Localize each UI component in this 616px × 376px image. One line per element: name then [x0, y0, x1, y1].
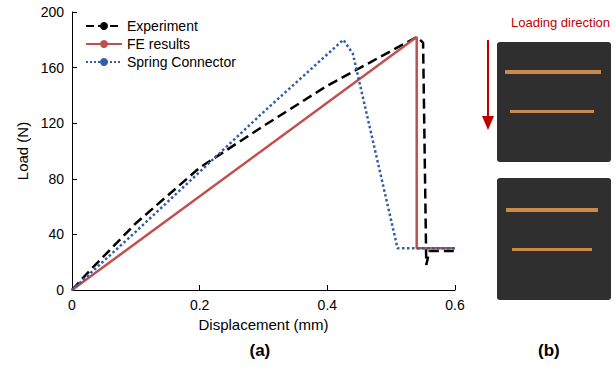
svg-text:(b): (b): [538, 341, 560, 360]
svg-text:Load (N): Load (N): [14, 122, 31, 180]
svg-text:0: 0: [56, 282, 64, 298]
svg-text:0.6: 0.6: [445, 297, 465, 313]
svg-text:0.4: 0.4: [318, 297, 338, 313]
svg-text:0.2: 0.2: [190, 297, 210, 313]
svg-text:80: 80: [48, 171, 64, 187]
svg-text:Loading direction: Loading direction: [511, 15, 610, 30]
svg-text:160: 160: [41, 60, 65, 76]
svg-text:200: 200: [41, 4, 65, 20]
svg-text:FE results: FE results: [127, 36, 190, 52]
svg-text:(a): (a): [250, 341, 271, 360]
svg-text:120: 120: [41, 115, 65, 131]
svg-text:40: 40: [48, 226, 64, 242]
svg-text:Spring Connector: Spring Connector: [127, 54, 236, 70]
svg-text:0: 0: [68, 297, 76, 313]
svg-text:Experiment: Experiment: [127, 18, 198, 34]
svg-text:Displacement (mm): Displacement (mm): [198, 316, 328, 333]
